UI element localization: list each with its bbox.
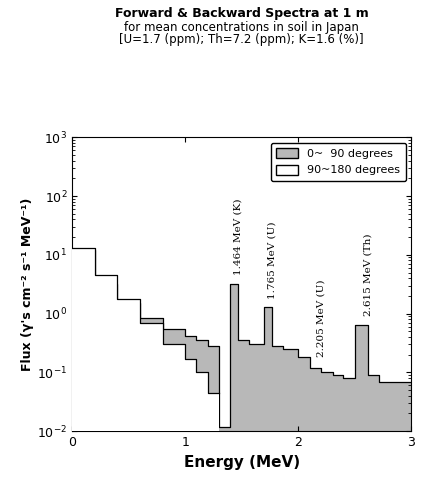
Polygon shape: [72, 248, 219, 431]
Legend: 0~  90 degrees, 90~180 degrees: 0~ 90 degrees, 90~180 degrees: [271, 143, 406, 181]
Text: Forward & Backward Spectra at 1 m: Forward & Backward Spectra at 1 m: [115, 7, 368, 21]
X-axis label: Energy (MeV): Energy (MeV): [184, 455, 300, 469]
Text: [U=1.7 (ppm); Th=7.2 (ppm); K=1.6 (%)]: [U=1.7 (ppm); Th=7.2 (ppm); K=1.6 (%)]: [120, 33, 364, 47]
Y-axis label: Flux (γ's cm⁻² s⁻¹ MeV⁻¹): Flux (γ's cm⁻² s⁻¹ MeV⁻¹): [21, 197, 34, 371]
Text: 1.765 MeV (U): 1.765 MeV (U): [267, 221, 276, 298]
Text: for mean concentrations in soil in Japan: for mean concentrations in soil in Japan: [124, 21, 359, 34]
Text: 2.615 MeV (Th): 2.615 MeV (Th): [363, 234, 372, 316]
Text: 1.464 MeV (K): 1.464 MeV (K): [233, 198, 242, 275]
Polygon shape: [72, 250, 411, 431]
Text: 2.205 MeV (U): 2.205 MeV (U): [317, 280, 326, 357]
